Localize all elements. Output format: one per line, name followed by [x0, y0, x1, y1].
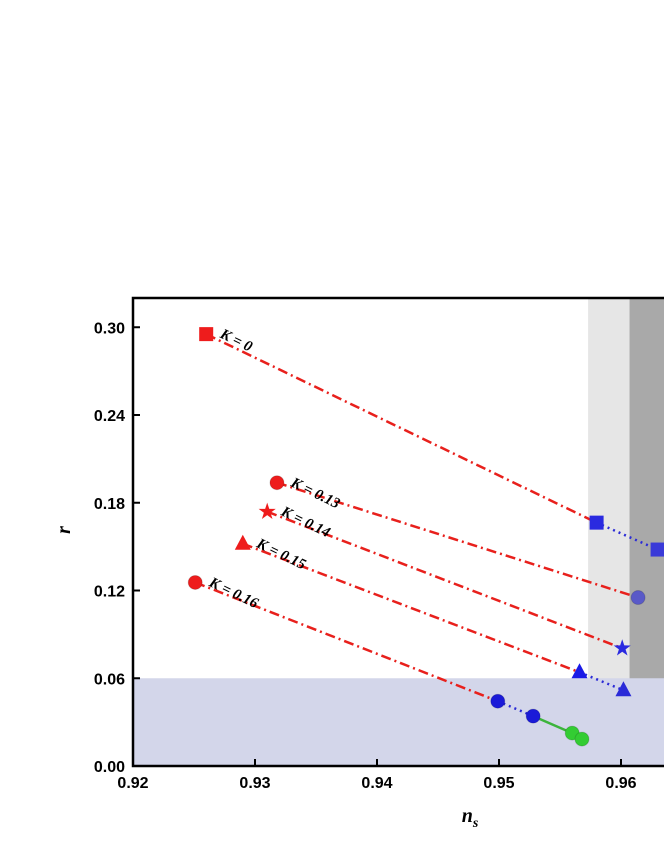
- annotation: K = 0.13: [287, 474, 342, 512]
- x-tick-label: 0.96: [605, 775, 636, 792]
- x-axis-label: ns: [462, 805, 479, 831]
- x-tick-label: 0.93: [239, 775, 270, 792]
- marker: [574, 731, 590, 747]
- x-axis-label-sub: s: [472, 816, 479, 831]
- marker: [650, 542, 664, 557]
- y-tick-label: 0.06: [94, 671, 125, 688]
- y-axis-label: r: [53, 526, 75, 534]
- annotation: K = 0: [217, 326, 256, 356]
- line-segment: [205, 332, 598, 524]
- annotation: K = 0.15: [253, 535, 308, 573]
- y-tick-label: 0.12: [94, 584, 125, 601]
- axis-frame: [131, 296, 664, 768]
- marker: [234, 534, 251, 550]
- line-segment: [596, 521, 659, 551]
- marker: [613, 639, 631, 656]
- line-segment: [242, 542, 580, 674]
- x-tick-label: 0.92: [117, 775, 148, 792]
- marker: [490, 693, 506, 709]
- marker: [199, 327, 214, 342]
- marker: [258, 502, 276, 519]
- marker: [187, 574, 203, 590]
- x-tick-label: 0.95: [483, 775, 514, 792]
- x-axis-label-main: n: [462, 805, 473, 827]
- y-tick-label: 0.24: [94, 408, 125, 425]
- marker: [269, 475, 285, 491]
- line-segment: [532, 714, 573, 735]
- regions: [133, 298, 664, 766]
- line-segment: [276, 481, 639, 599]
- annotation: K = 0.16: [206, 574, 261, 612]
- marker: [615, 681, 632, 697]
- marker: [525, 708, 541, 724]
- marker: [630, 590, 646, 606]
- x-tick-label: 0.94: [361, 775, 392, 792]
- y-tick-label: 0.00: [94, 759, 125, 776]
- shaded-region: [133, 678, 664, 766]
- line-segment: [579, 671, 624, 692]
- annotation: K = 0.14: [278, 503, 333, 541]
- marker: [589, 515, 604, 530]
- y-tick-label: 0.18: [94, 496, 125, 513]
- line-segment: [266, 510, 623, 650]
- y-tick-label: 0.30: [94, 320, 125, 337]
- marker: [571, 663, 588, 679]
- line-segment: [194, 581, 499, 703]
